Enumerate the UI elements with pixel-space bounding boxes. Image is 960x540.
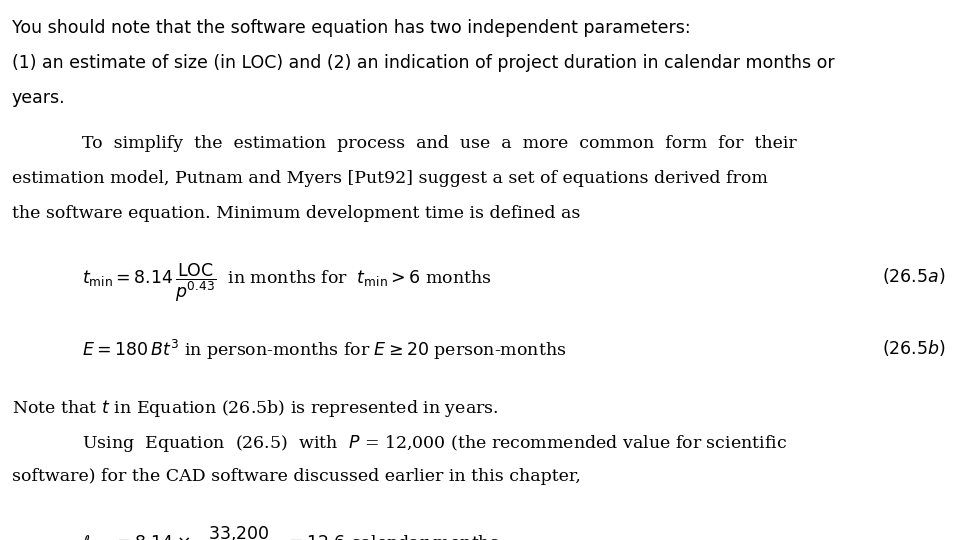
Text: (1) an estimate of size (in LOC) and (2) an indication of project duration in ca: (1) an estimate of size (in LOC) and (2)…	[12, 54, 834, 72]
Text: $\ell_\mathrm{min} = 8.14 \times \dfrac{33{,}200}{12{,}000^{0.43}} = 12.6$ calen: $\ell_\mathrm{min} = 8.14 \times \dfrac{…	[82, 524, 499, 540]
Text: $(26.5a)$: $(26.5a)$	[882, 266, 946, 287]
Text: To  simplify  the  estimation  process  and  use  a  more  common  form  for  th: To simplify the estimation process and u…	[82, 135, 797, 152]
Text: $(26.5b)$: $(26.5b)$	[882, 338, 946, 359]
Text: the software equation. Minimum development time is defined as: the software equation. Minimum developme…	[12, 205, 580, 222]
Text: estimation model, Putnam and Myers [Put92] suggest a set of equations derived fr: estimation model, Putnam and Myers [Put9…	[12, 170, 767, 187]
Text: Note that $t$ in Equation (26.5b) is represented in years.: Note that $t$ in Equation (26.5b) is rep…	[12, 398, 498, 419]
Text: software) for the CAD software discussed earlier in this chapter,: software) for the CAD software discussed…	[12, 468, 581, 485]
Text: years.: years.	[12, 89, 65, 107]
Text: $E = 180\,Bt^3$ in person-months for $E \geq 20$ person-months: $E = 180\,Bt^3$ in person-months for $E …	[82, 338, 566, 362]
Text: You should note that the software equation has two independent parameters:: You should note that the software equati…	[12, 19, 690, 37]
Text: Using  Equation  (26.5)  with  $P$ = 12,000 (the recommended value for scientifi: Using Equation (26.5) with $P$ = 12,000 …	[82, 433, 786, 454]
Text: $t_\mathrm{min} = 8.14\,\dfrac{\mathrm{LOC}}{p^{0.43}}$  in months for  $t_\math: $t_\mathrm{min} = 8.14\,\dfrac{\mathrm{L…	[82, 261, 492, 303]
